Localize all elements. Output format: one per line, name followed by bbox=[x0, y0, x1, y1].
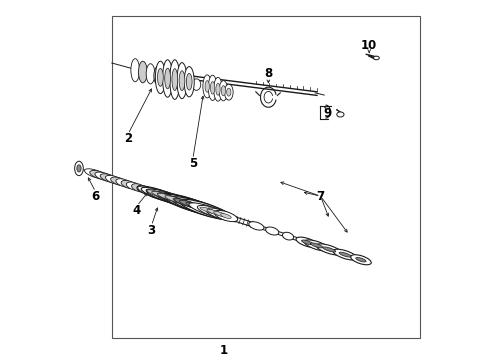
Ellipse shape bbox=[131, 59, 140, 82]
Ellipse shape bbox=[165, 68, 171, 89]
Ellipse shape bbox=[74, 161, 83, 176]
Ellipse shape bbox=[177, 63, 187, 99]
Ellipse shape bbox=[179, 199, 232, 220]
Ellipse shape bbox=[121, 180, 137, 189]
Ellipse shape bbox=[90, 170, 110, 180]
Ellipse shape bbox=[155, 61, 166, 94]
Ellipse shape bbox=[227, 88, 231, 96]
Ellipse shape bbox=[192, 79, 201, 90]
Ellipse shape bbox=[266, 227, 279, 235]
Ellipse shape bbox=[177, 74, 185, 88]
Text: 1: 1 bbox=[220, 345, 227, 357]
Ellipse shape bbox=[221, 86, 225, 96]
Ellipse shape bbox=[165, 195, 202, 210]
Ellipse shape bbox=[171, 197, 231, 219]
Ellipse shape bbox=[126, 182, 142, 190]
Ellipse shape bbox=[186, 73, 192, 90]
Ellipse shape bbox=[138, 186, 179, 202]
Ellipse shape bbox=[77, 165, 81, 172]
Ellipse shape bbox=[179, 200, 210, 211]
Text: 3: 3 bbox=[147, 224, 155, 237]
Ellipse shape bbox=[214, 211, 227, 217]
Ellipse shape bbox=[373, 56, 379, 60]
Ellipse shape bbox=[186, 202, 216, 213]
Ellipse shape bbox=[142, 187, 155, 195]
Ellipse shape bbox=[157, 193, 184, 203]
Ellipse shape bbox=[203, 75, 212, 98]
Ellipse shape bbox=[333, 249, 357, 260]
Ellipse shape bbox=[162, 69, 170, 86]
Ellipse shape bbox=[173, 198, 194, 206]
Text: 6: 6 bbox=[92, 190, 100, 203]
Ellipse shape bbox=[157, 68, 163, 86]
Ellipse shape bbox=[350, 255, 371, 265]
Ellipse shape bbox=[205, 81, 209, 92]
Ellipse shape bbox=[141, 187, 188, 205]
Ellipse shape bbox=[95, 172, 114, 181]
Text: 10: 10 bbox=[361, 39, 377, 51]
Ellipse shape bbox=[224, 84, 233, 100]
Ellipse shape bbox=[310, 243, 323, 248]
Ellipse shape bbox=[304, 240, 329, 251]
Ellipse shape bbox=[146, 64, 155, 84]
Text: 9: 9 bbox=[324, 107, 332, 120]
Ellipse shape bbox=[164, 194, 225, 217]
Ellipse shape bbox=[189, 203, 229, 218]
Ellipse shape bbox=[163, 60, 172, 97]
Ellipse shape bbox=[152, 192, 177, 201]
Ellipse shape bbox=[301, 240, 313, 245]
Text: 2: 2 bbox=[124, 132, 132, 145]
Ellipse shape bbox=[161, 193, 216, 214]
Ellipse shape bbox=[200, 207, 218, 214]
Text: 8: 8 bbox=[264, 67, 272, 80]
Ellipse shape bbox=[172, 69, 178, 90]
Ellipse shape bbox=[216, 84, 220, 95]
Ellipse shape bbox=[356, 257, 366, 262]
Ellipse shape bbox=[210, 82, 215, 94]
Ellipse shape bbox=[169, 71, 178, 87]
Text: 5: 5 bbox=[189, 157, 197, 170]
Ellipse shape bbox=[197, 206, 232, 219]
Ellipse shape bbox=[214, 211, 238, 222]
Ellipse shape bbox=[116, 179, 132, 188]
Text: 4: 4 bbox=[133, 204, 141, 217]
Text: 7: 7 bbox=[317, 190, 325, 203]
Ellipse shape bbox=[132, 184, 146, 192]
Ellipse shape bbox=[154, 66, 163, 85]
Ellipse shape bbox=[147, 190, 170, 198]
Ellipse shape bbox=[174, 199, 202, 209]
Ellipse shape bbox=[137, 185, 151, 193]
Ellipse shape bbox=[316, 244, 343, 255]
Ellipse shape bbox=[214, 77, 222, 101]
Ellipse shape bbox=[184, 76, 193, 89]
Ellipse shape bbox=[219, 81, 228, 101]
Ellipse shape bbox=[146, 189, 196, 207]
Ellipse shape bbox=[208, 75, 217, 100]
Ellipse shape bbox=[105, 175, 123, 184]
Ellipse shape bbox=[170, 60, 180, 99]
Ellipse shape bbox=[339, 252, 351, 257]
Ellipse shape bbox=[249, 222, 264, 230]
Ellipse shape bbox=[100, 174, 119, 183]
Ellipse shape bbox=[282, 232, 294, 240]
Ellipse shape bbox=[111, 177, 128, 186]
Ellipse shape bbox=[139, 61, 147, 83]
Ellipse shape bbox=[206, 208, 235, 220]
Ellipse shape bbox=[179, 71, 185, 91]
Ellipse shape bbox=[220, 213, 231, 219]
Bar bbox=[112, 16, 419, 338]
Ellipse shape bbox=[184, 67, 194, 97]
Ellipse shape bbox=[84, 169, 105, 178]
Ellipse shape bbox=[165, 196, 190, 205]
Ellipse shape bbox=[337, 112, 344, 117]
Ellipse shape bbox=[155, 192, 199, 209]
Ellipse shape bbox=[323, 247, 336, 252]
Ellipse shape bbox=[296, 237, 318, 247]
Ellipse shape bbox=[207, 209, 222, 215]
